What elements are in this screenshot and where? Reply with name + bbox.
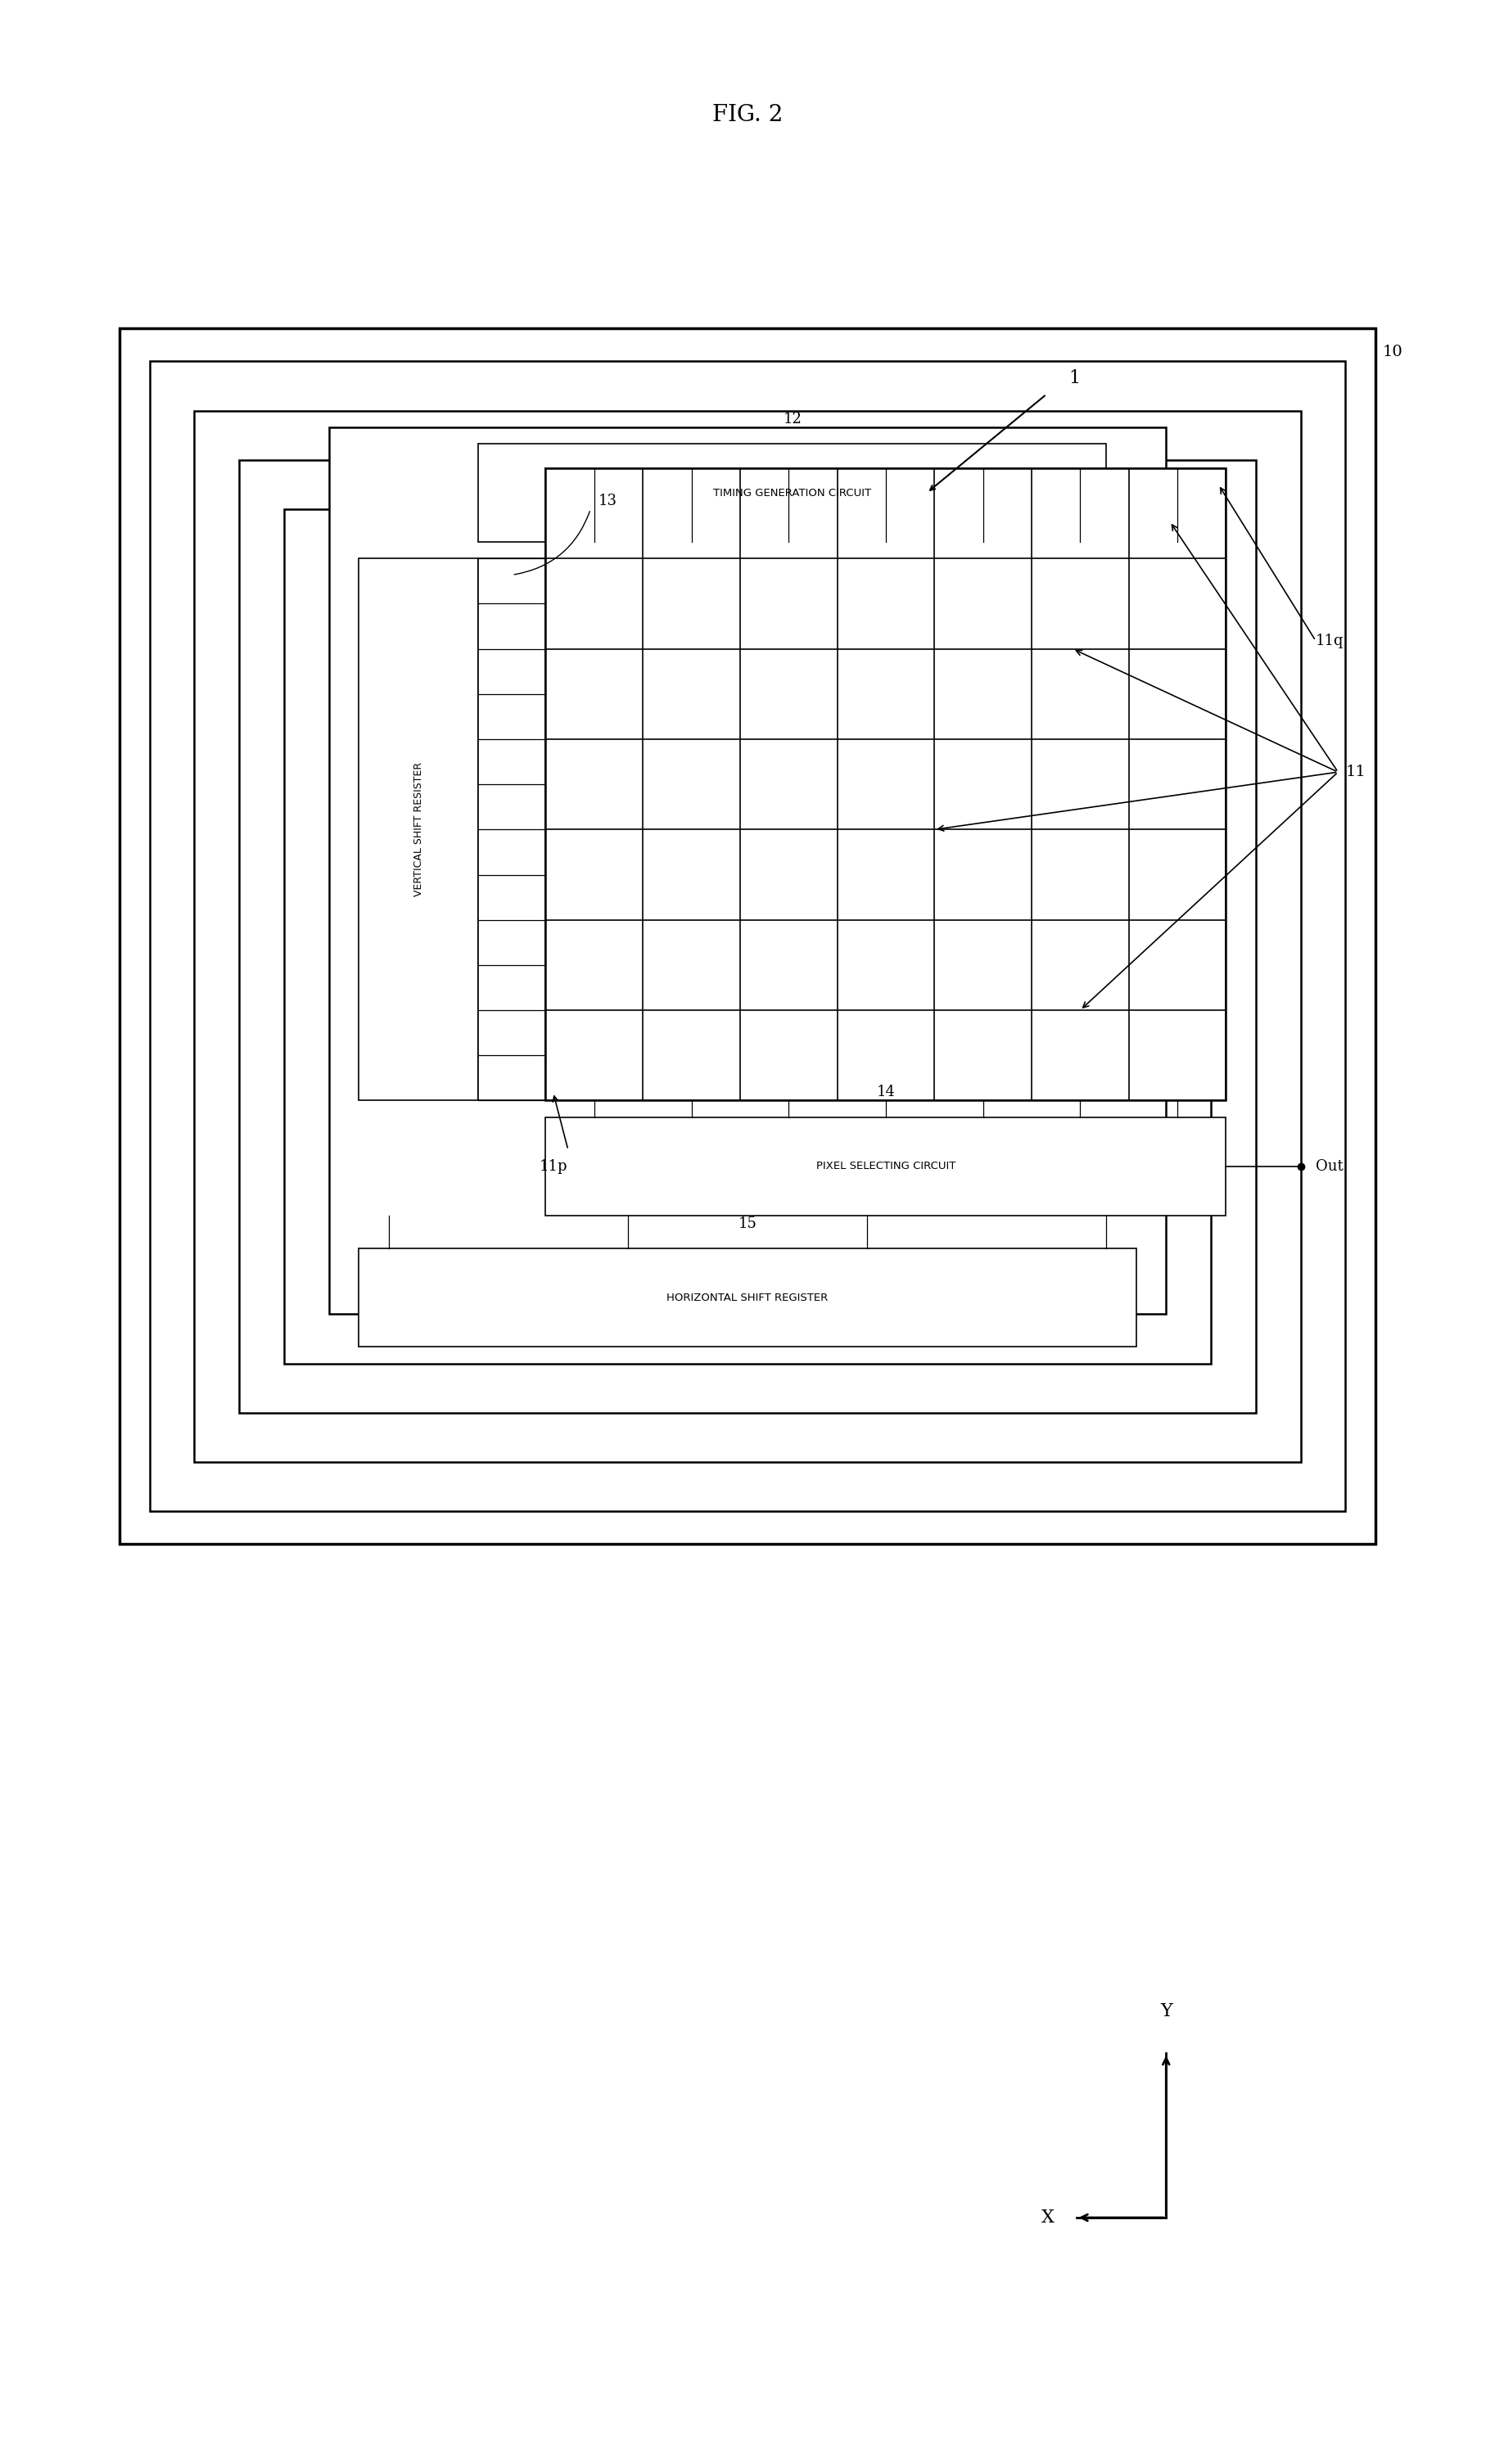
Text: TIMING GENERATION CIRCUIT: TIMING GENERATION CIRCUIT bbox=[713, 488, 872, 498]
Text: X: X bbox=[1041, 2208, 1054, 2227]
Text: Out: Out bbox=[1316, 1158, 1343, 1173]
Bar bbox=[478, 559, 546, 1101]
Text: 10: 10 bbox=[1383, 345, 1404, 360]
Bar bbox=[120, 328, 1375, 1545]
Text: 1: 1 bbox=[1069, 370, 1081, 387]
Text: 14: 14 bbox=[876, 1084, 896, 1099]
Text: HORIZONTAL SHIFT REGISTER: HORIZONTAL SHIFT REGISTER bbox=[667, 1294, 828, 1303]
Bar bbox=[150, 362, 1346, 1510]
Bar bbox=[284, 510, 1211, 1363]
Bar bbox=[359, 1249, 1136, 1348]
Text: 15: 15 bbox=[739, 1217, 756, 1232]
Bar bbox=[194, 411, 1301, 1461]
Text: 11: 11 bbox=[1346, 764, 1366, 779]
Text: 13: 13 bbox=[598, 493, 617, 508]
Bar bbox=[546, 468, 1226, 1101]
Text: 12: 12 bbox=[783, 411, 801, 426]
Text: PIXEL SELECTING CIRCUIT: PIXEL SELECTING CIRCUIT bbox=[816, 1161, 955, 1170]
Bar bbox=[546, 1116, 1226, 1215]
Bar bbox=[359, 559, 478, 1101]
Bar bbox=[329, 426, 1166, 1313]
Text: 11p: 11p bbox=[540, 1158, 567, 1173]
Text: VERTICAL SHIFT RESISTER: VERTICAL SHIFT RESISTER bbox=[413, 761, 425, 897]
Text: FIG. 2: FIG. 2 bbox=[712, 103, 783, 126]
Bar bbox=[478, 444, 1106, 542]
Text: Y: Y bbox=[1160, 2003, 1172, 2020]
Bar bbox=[239, 461, 1256, 1412]
Text: 11q: 11q bbox=[1316, 633, 1344, 648]
